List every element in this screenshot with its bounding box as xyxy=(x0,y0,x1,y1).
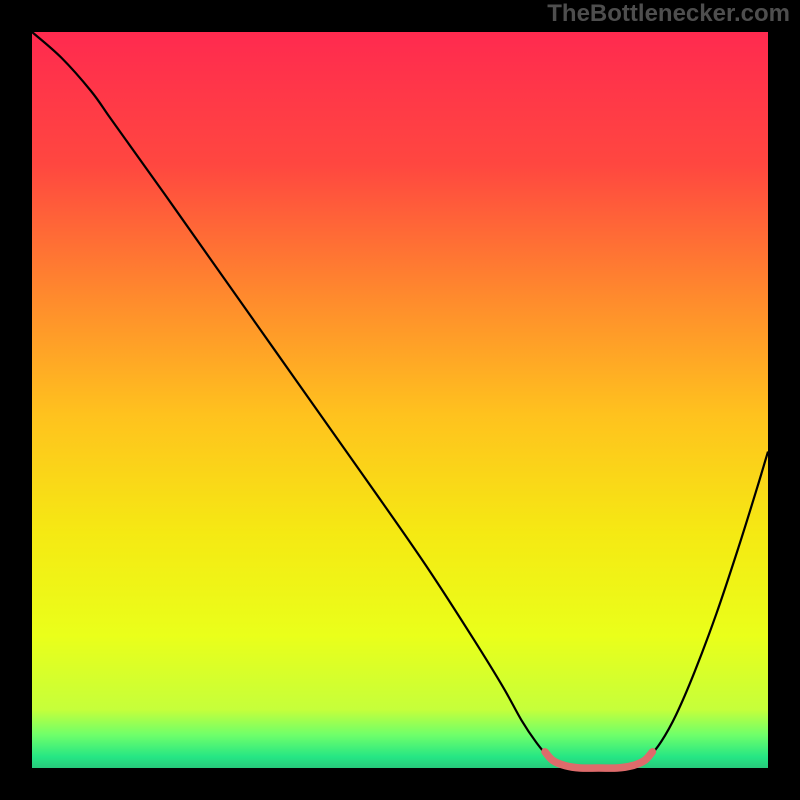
gradient-plot-area xyxy=(32,32,768,768)
bottleneck-curve-chart xyxy=(0,0,800,800)
watermark-text: TheBottlenecker.com xyxy=(547,0,790,28)
chart-canvas: TheBottlenecker.com xyxy=(0,0,800,800)
